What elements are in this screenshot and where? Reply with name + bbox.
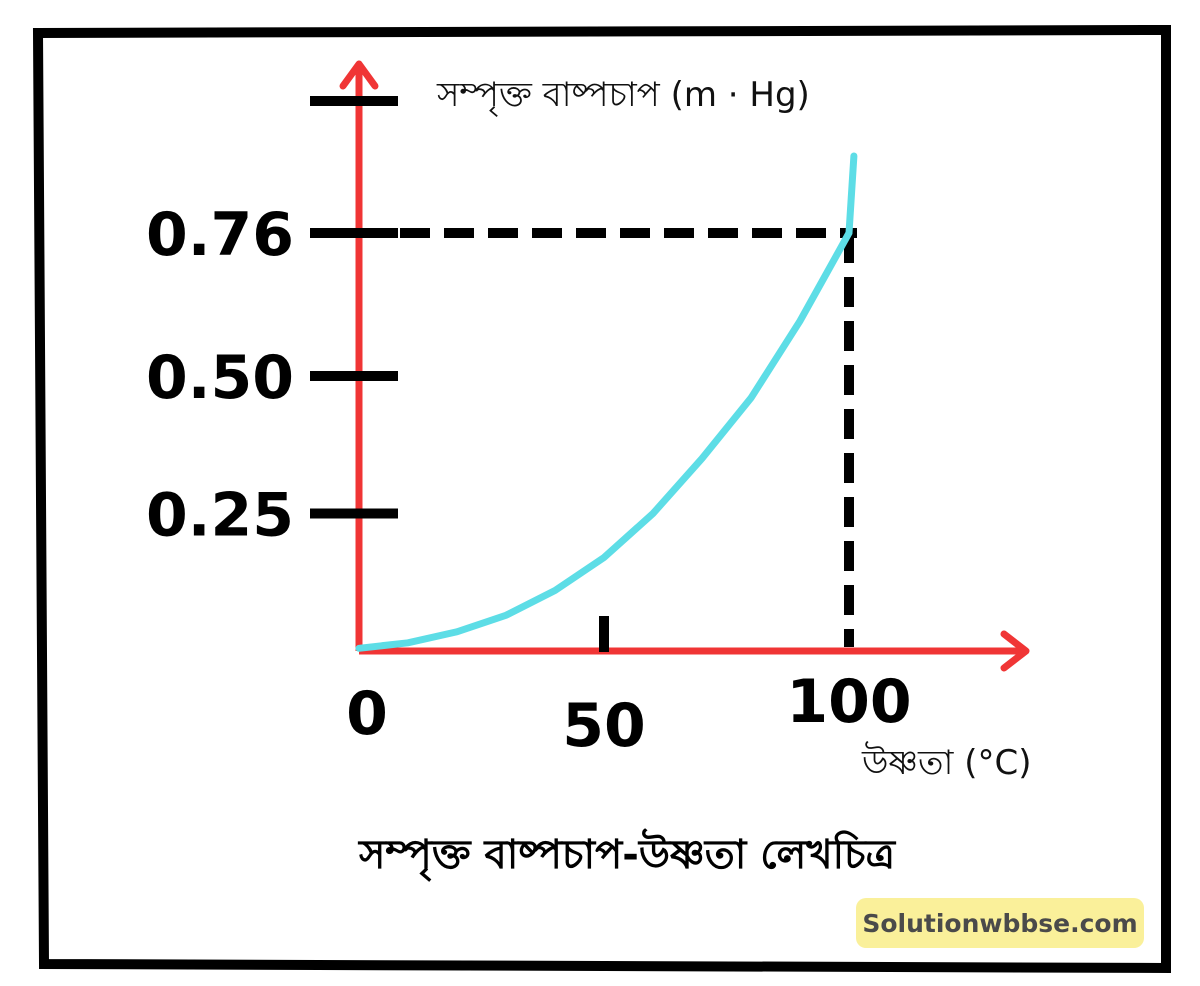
y-tick-label: 0.76 — [146, 200, 294, 270]
saturated-vapor-pressure-curve — [355, 152, 858, 652]
x-tick-label: 50 — [562, 691, 646, 761]
x-axis-title: উষ্ণতা (°C) — [861, 741, 1031, 783]
y-tick-label: 0.25 — [146, 481, 294, 551]
x-axis-arrowhead — [1000, 630, 1030, 672]
chart-caption: সম্পৃক্ত বাষ্পচাপ-উষ্ণতা লেখচিত্র — [357, 828, 897, 882]
y-axis-arrowhead — [339, 60, 379, 90]
y-ticks: 0.25 0.50 0.76 — [146, 96, 398, 551]
watermark: Solutionwbbse.com — [856, 898, 1144, 948]
watermark-background — [856, 898, 1144, 948]
axes — [339, 60, 1030, 672]
x-tick-label: 100 — [786, 667, 911, 737]
y-tick-label: 0.50 — [146, 343, 294, 413]
x-tick-label: 0 — [346, 679, 388, 749]
y-axis-title: সম্পৃক্ত বাষ্পচাপ (m · Hg) — [436, 75, 810, 117]
x-ticks: 0 50 100 — [346, 616, 912, 761]
watermark-text: Solutionwbbse.com — [862, 909, 1137, 938]
frame-border — [32, 24, 1171, 974]
reference-lines — [400, 228, 857, 647]
